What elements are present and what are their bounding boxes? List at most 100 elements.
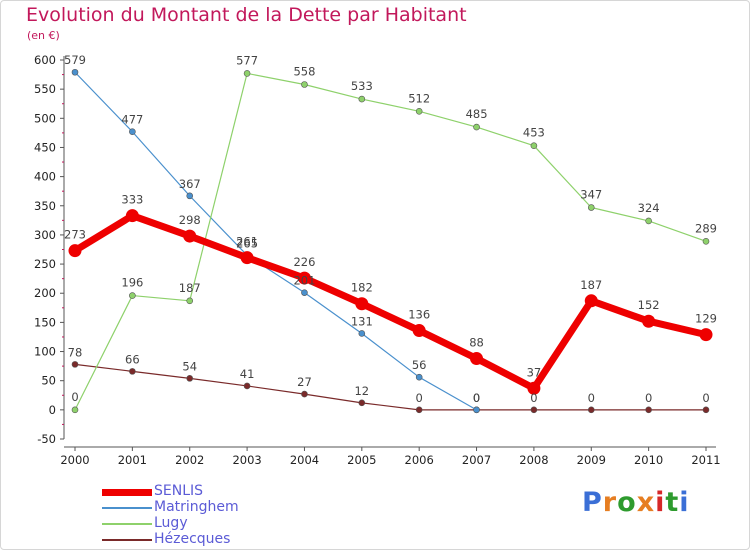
series-h-zecques bbox=[71, 361, 710, 414]
legend-swatch-lugy bbox=[102, 523, 152, 525]
y-tick-label: 550 bbox=[34, 82, 56, 96]
data-point-h-zecques bbox=[645, 406, 652, 414]
data-label-matringhem: 579 bbox=[64, 53, 86, 67]
y-tick-label: 100 bbox=[34, 345, 56, 359]
data-label-lugy: 577 bbox=[236, 53, 258, 67]
x-tick-label: 2005 bbox=[347, 453, 376, 467]
logo-letter: x bbox=[636, 487, 656, 518]
logo-letter: r bbox=[602, 487, 618, 518]
data-point-h-zecques bbox=[129, 368, 136, 375]
data-label-matringhem: 201 bbox=[293, 274, 315, 288]
data-point-lugy bbox=[186, 297, 194, 305]
legend-swatch-senlis bbox=[102, 488, 152, 496]
data-point-matringhem bbox=[186, 192, 194, 200]
data-label-senlis: 129 bbox=[695, 312, 717, 326]
data-point-h-zecques bbox=[587, 406, 595, 414]
legend-label-senlis: SENLIS bbox=[154, 483, 204, 499]
data-label-senlis: 298 bbox=[179, 213, 201, 227]
logo-letter: o bbox=[617, 487, 637, 518]
data-point-senlis bbox=[584, 294, 598, 308]
data-label-lugy: 453 bbox=[523, 126, 545, 140]
y-tick-label: 200 bbox=[34, 286, 56, 300]
data-label-h-zecques: 66 bbox=[125, 352, 140, 366]
data-label-lugy: 347 bbox=[580, 188, 602, 202]
y-tick-label: -50 bbox=[37, 432, 56, 446]
x-tick-label: 2011 bbox=[691, 453, 720, 467]
data-point-matringhem bbox=[415, 373, 423, 381]
y-tick-label: 50 bbox=[41, 374, 56, 388]
y-tick-label: 300 bbox=[34, 228, 56, 242]
data-label-matringhem: 0 bbox=[473, 391, 480, 405]
legend-label-matringhem: Matringhem bbox=[154, 499, 239, 515]
data-point-lugy bbox=[301, 81, 308, 88]
y-tick-label: 400 bbox=[34, 170, 56, 184]
data-point-matringhem bbox=[301, 289, 308, 296]
data-point-senlis bbox=[297, 271, 311, 285]
data-label-senlis: 273 bbox=[64, 228, 86, 242]
axes: -50 0 50 100 150 200 250 300 350 400 450 500 550 600 2… bbox=[34, 53, 721, 467]
data-label-lugy: 558 bbox=[293, 64, 315, 78]
series-line-lugy bbox=[74, 72, 707, 411]
series-senlis bbox=[68, 209, 713, 395]
data-label-matringhem: 131 bbox=[351, 314, 373, 328]
data-point-lugy bbox=[358, 95, 366, 103]
x-tick-label: 2007 bbox=[462, 453, 491, 467]
data-point-h-zecques bbox=[415, 406, 423, 414]
x-tick-label: 2004 bbox=[290, 453, 319, 467]
legend-swatch-matringhem bbox=[102, 507, 152, 509]
data-point-senlis bbox=[527, 381, 541, 395]
x-tick-label: 2001 bbox=[118, 453, 147, 467]
data-label-h-zecques: 78 bbox=[68, 345, 83, 359]
data-point-senlis bbox=[125, 209, 139, 223]
data-point-h-zecques bbox=[530, 406, 538, 414]
series-layer bbox=[68, 68, 713, 414]
chart-title: Evolution du Montant de la Dette par Hab… bbox=[26, 4, 467, 26]
data-label-senlis: 88 bbox=[469, 336, 484, 350]
y-tick-label: 350 bbox=[34, 199, 56, 213]
logo-letter: i bbox=[655, 487, 666, 518]
series-line-senlis bbox=[73, 212, 707, 392]
data-label-h-zecques: 12 bbox=[354, 384, 369, 398]
x-tick-label: 2002 bbox=[175, 453, 204, 467]
x-tick-label: 2000 bbox=[60, 453, 89, 467]
data-point-lugy bbox=[587, 204, 595, 211]
data-point-h-zecques bbox=[186, 375, 194, 382]
data-label-h-zecques: 0 bbox=[645, 391, 652, 405]
data-point-senlis bbox=[183, 229, 197, 243]
data-label-senlis: 152 bbox=[638, 298, 660, 312]
data-point-lugy bbox=[473, 123, 480, 131]
legend-swatch-h-zecques bbox=[102, 539, 152, 541]
data-point-matringhem bbox=[129, 128, 136, 136]
y-tick-label: 150 bbox=[34, 315, 56, 329]
data-point-h-zecques bbox=[358, 399, 366, 407]
data-label-senlis: 333 bbox=[121, 193, 143, 207]
data-label-lugy: 512 bbox=[408, 91, 430, 105]
x-tick-label: 2009 bbox=[577, 453, 606, 467]
data-point-h-zecques bbox=[243, 382, 251, 390]
data-point-lugy bbox=[71, 406, 79, 414]
data-point-lugy bbox=[415, 108, 423, 115]
proxiti-logo: Proxiti bbox=[582, 487, 690, 518]
series-line-matringhem bbox=[74, 71, 477, 411]
data-label-senlis: 182 bbox=[351, 281, 373, 295]
y-tick-label: 600 bbox=[34, 53, 56, 67]
data-label-matringhem: 265 bbox=[236, 236, 258, 250]
data-point-senlis bbox=[699, 328, 713, 342]
data-point-senlis bbox=[412, 324, 426, 338]
data-label-lugy: 533 bbox=[351, 79, 373, 93]
data-label-lugy: 196 bbox=[121, 276, 143, 290]
data-point-matringhem bbox=[358, 330, 366, 337]
data-label-senlis: 226 bbox=[293, 255, 315, 269]
data-label-senlis: 261 bbox=[236, 235, 258, 249]
data-point-senlis bbox=[355, 297, 369, 311]
data-label-senlis: 187 bbox=[580, 278, 602, 292]
data-label-matringhem: 56 bbox=[412, 358, 427, 372]
x-tick-label: 2008 bbox=[519, 453, 548, 467]
data-point-lugy bbox=[129, 292, 136, 299]
legend-label-h-zecques: Hézecques bbox=[154, 531, 231, 547]
data-label-h-zecques: 54 bbox=[182, 359, 197, 373]
data-point-h-zecques bbox=[301, 390, 308, 398]
